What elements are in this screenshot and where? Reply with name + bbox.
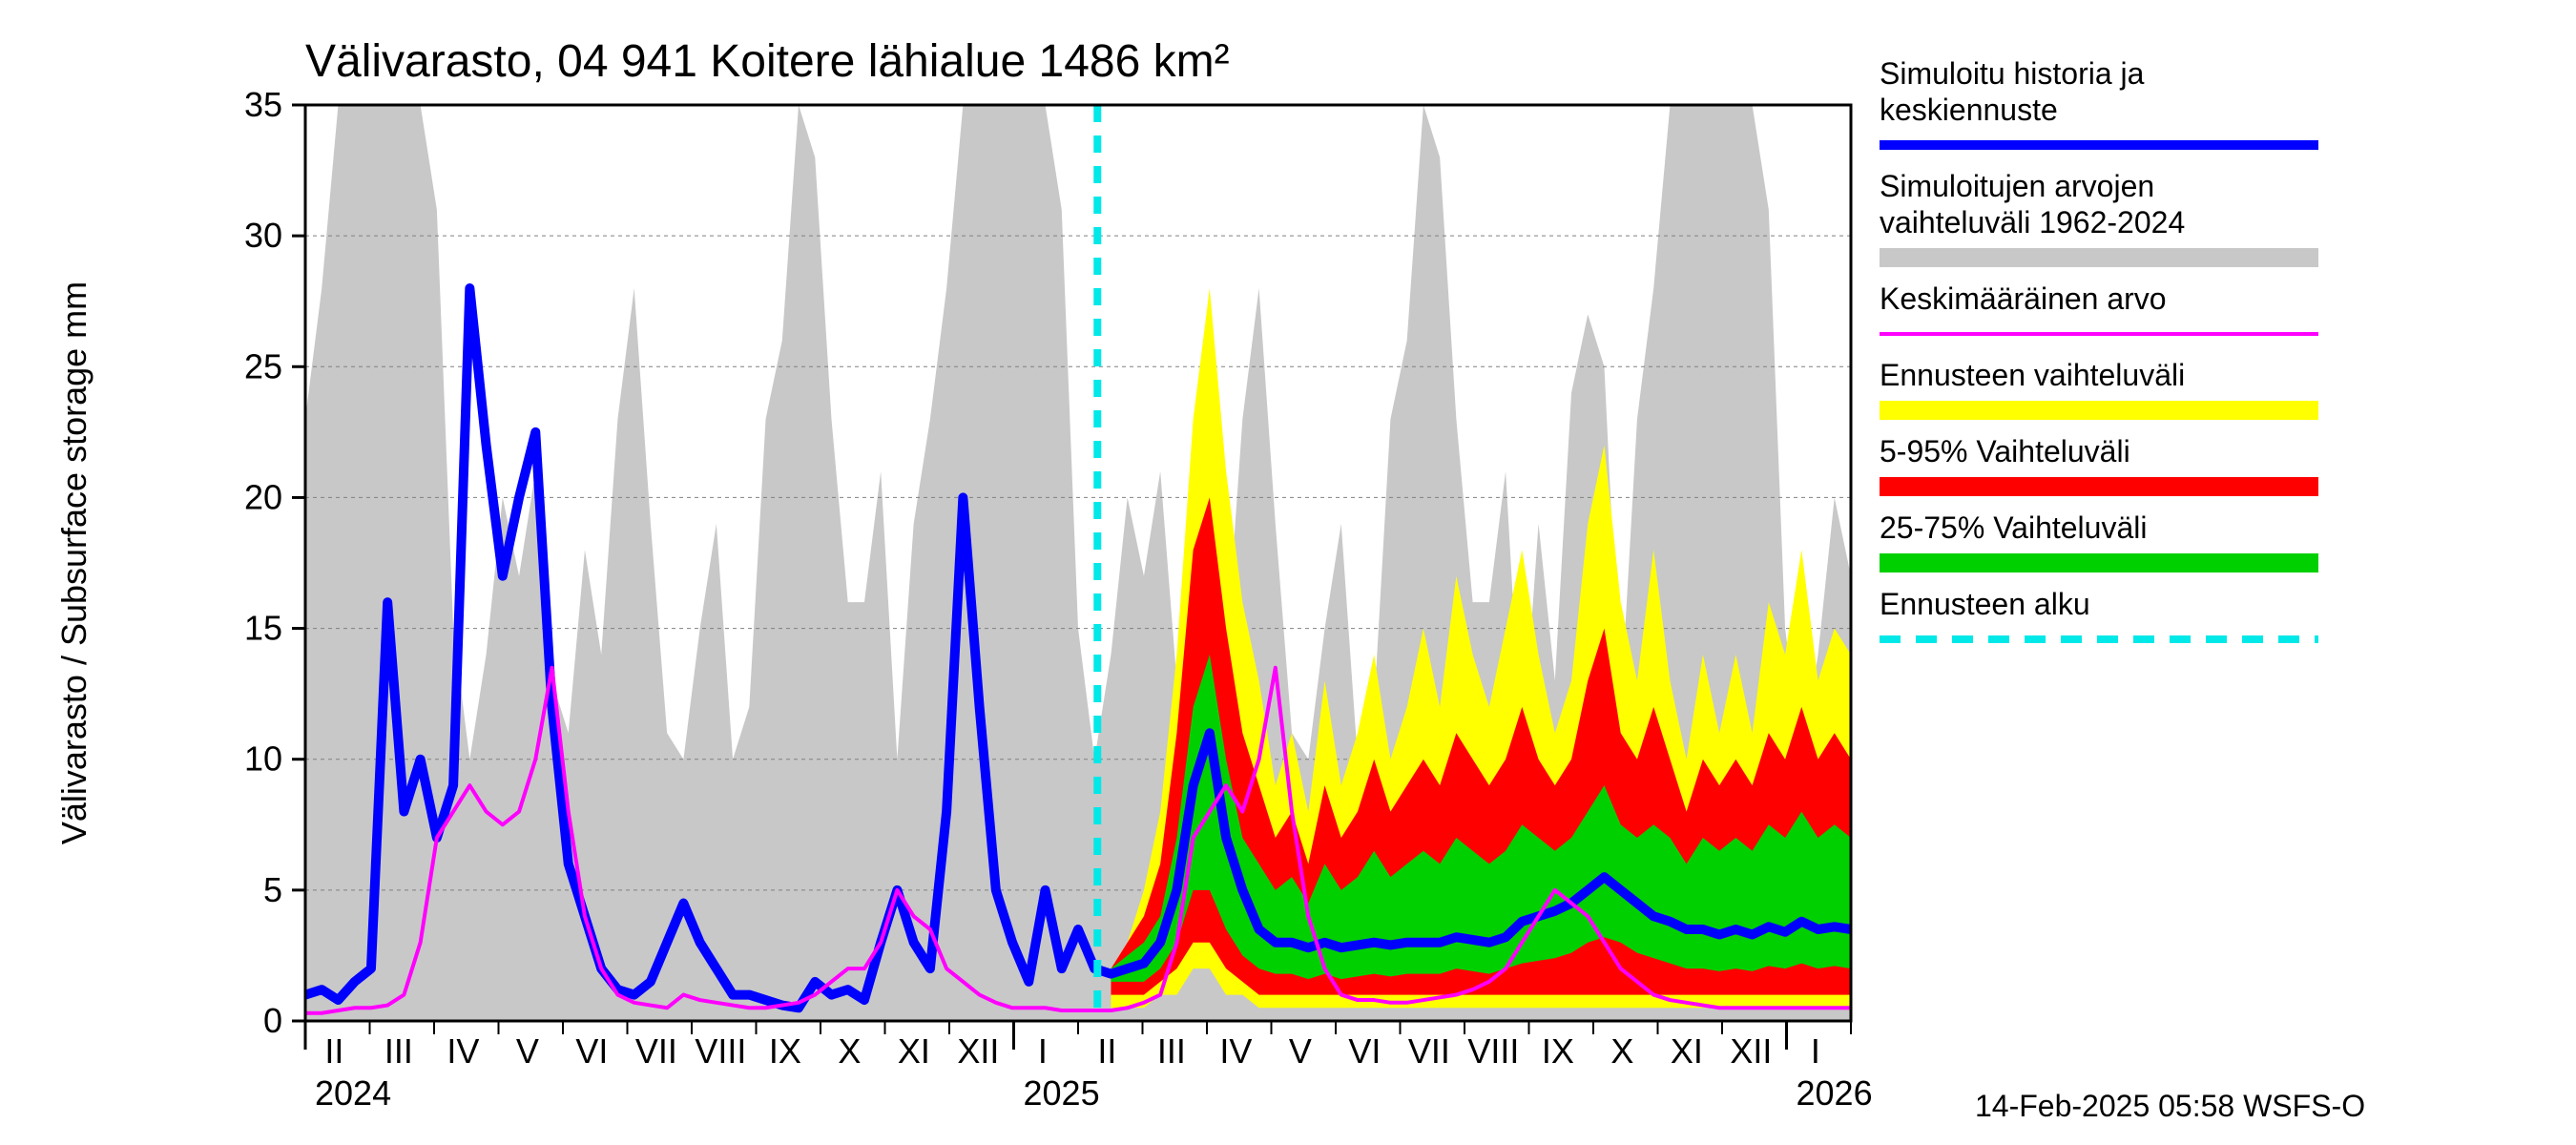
y-tick-label: 0 (263, 1001, 282, 1040)
x-month-label: XII (957, 1031, 999, 1071)
y-tick-label: 25 (244, 346, 282, 385)
x-month-label: I (1038, 1031, 1048, 1071)
x-month-label: I (1811, 1031, 1820, 1071)
legend-swatch (1880, 401, 2318, 420)
y-tick-label: 10 (244, 739, 282, 779)
chart-container: { "chart": { "type": "line-area-timeseri… (0, 0, 2576, 1145)
x-month-label: V (516, 1031, 539, 1071)
x-month-label: VIII (1467, 1031, 1519, 1071)
x-year-label: 2024 (315, 1073, 391, 1113)
x-month-label: IV (447, 1031, 479, 1071)
legend-label: vaihteluväli 1962-2024 (1880, 205, 2185, 239)
x-month-label: III (384, 1031, 413, 1071)
x-month-label: III (1157, 1031, 1186, 1071)
y-tick-label: 20 (244, 477, 282, 516)
x-month-label: IX (769, 1031, 801, 1071)
x-month-label: V (1289, 1031, 1312, 1071)
legend-label: 25-75% Vaihteluväli (1880, 510, 2147, 545)
legend-swatch (1880, 553, 2318, 572)
x-month-label: X (838, 1031, 861, 1071)
legend-label: Simuloitujen arvojen (1880, 169, 2154, 203)
y-tick-label: 15 (244, 609, 282, 648)
y-tick-label: 35 (244, 85, 282, 124)
x-month-label: IX (1542, 1031, 1574, 1071)
x-month-label: VIII (695, 1031, 746, 1071)
chart-svg: 05101520253035IIIIIIVVVIVIIVIIIIXXXIXIII… (0, 0, 2576, 1145)
legend-swatch (1880, 477, 2318, 496)
legend-label: Ennusteen vaihteluväli (1880, 358, 2185, 392)
footer-timestamp: 14-Feb-2025 05:58 WSFS-O (1975, 1089, 2365, 1123)
x-month-label: II (1097, 1031, 1116, 1071)
x-month-label: VII (635, 1031, 677, 1071)
x-month-label: VII (1408, 1031, 1450, 1071)
x-month-label: X (1610, 1031, 1633, 1071)
x-year-label: 2025 (1024, 1073, 1100, 1113)
x-month-label: VI (575, 1031, 608, 1071)
chart-title: Välivarasto, 04 941 Koitere lähialue 148… (305, 36, 1230, 87)
x-year-label: 2026 (1797, 1073, 1873, 1113)
x-month-label: VI (1348, 1031, 1381, 1071)
x-month-label: IV (1219, 1031, 1252, 1071)
legend-label: Simuloitu historia ja (1880, 56, 2145, 91)
y-tick-label: 30 (244, 216, 282, 255)
x-month-label: XI (898, 1031, 930, 1071)
x-month-label: XII (1730, 1031, 1772, 1071)
legend-swatch (1880, 248, 2318, 267)
y-axis-label: Välivarasto / Subsurface storage mm (54, 281, 93, 844)
legend-label: keskiennuste (1880, 93, 2058, 127)
x-month-label: XI (1671, 1031, 1703, 1071)
legend-label: 5-95% Vaihteluväli (1880, 434, 2130, 468)
y-tick-label: 5 (263, 870, 282, 909)
x-month-label: II (324, 1031, 343, 1071)
legend-label: Keskimääräinen arvo (1880, 281, 2167, 316)
legend-label: Ennusteen alku (1880, 587, 2090, 621)
